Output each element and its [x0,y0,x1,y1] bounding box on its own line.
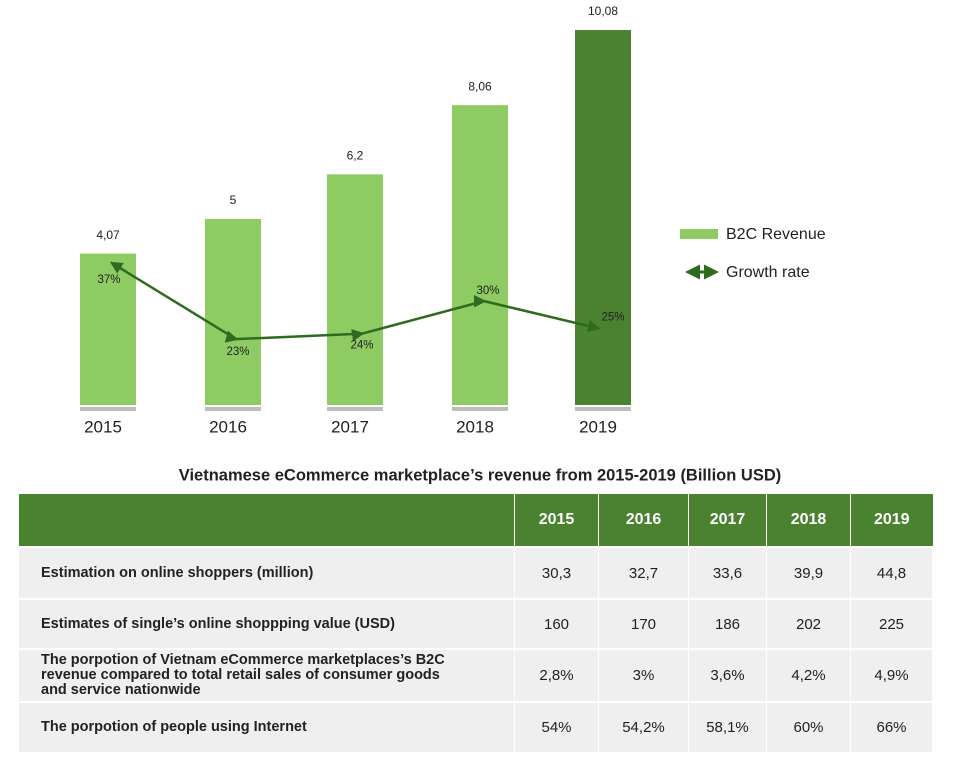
bar [205,219,261,405]
table-cell: 60% [766,701,851,752]
x-tick-label: 2016 [209,417,247,436]
header-blank [18,494,515,547]
chart: Vietnamese eCommerce marketplace’s reven… [80,4,826,484]
bar-base [452,407,508,411]
column-header: 2016 [598,494,689,547]
growth-label: 25% [601,311,624,323]
table-cell: 58,1% [688,701,767,752]
legend-label: B2C Revenue [726,226,826,243]
growth-label: 24% [350,340,373,352]
table-row: Estimation on online shoppers (million) 3… [18,546,933,599]
table-cell: 170 [598,598,689,649]
chart-title: Vietnamese eCommerce marketplace’s reven… [179,466,782,484]
value-label: 8,06 [468,79,492,93]
value-label: 6,2 [347,149,364,163]
table-cell: 54% [514,701,599,752]
table-cell: 66% [850,701,933,752]
value-label: 10,08 [588,4,618,18]
header-row: 2015 2016 2017 2018 2019 [18,494,933,547]
legend-label: Growth rate [726,264,810,281]
growth-label: 30% [476,285,499,297]
row-label: The porpotion of people using Internet [18,701,515,752]
x-tick-label: 2015 [84,417,122,436]
value-label: 5 [230,193,237,207]
table-cell: 33,6 [688,546,767,599]
growth-label: 23% [226,346,249,358]
x-tick-label: 2017 [331,417,369,436]
bar [575,30,631,406]
column-header: 2015 [514,494,599,547]
column-header: 2019 [850,494,933,547]
bar-base [575,407,631,411]
bar-base [327,407,383,411]
bar-base [205,407,261,411]
table-cell: 3% [598,648,689,702]
table-cell: 32,7 [598,546,689,599]
table-cell: 44,8 [850,546,933,599]
bar [327,174,383,405]
table-cell: 54,2% [598,701,689,752]
growth-line [109,261,601,343]
value-label: 4,07 [96,228,120,242]
table-cell: 202 [766,598,851,649]
column-header: 2018 [766,494,851,547]
row-label: Estimates of single’s online shoppping v… [18,598,515,649]
table-cell: 225 [850,598,933,649]
row-label: The porpotion of Vietnam eCommerce marke… [18,648,515,702]
bar-base [80,407,136,411]
table-cell: 30,3 [514,546,599,599]
growth-label: 37% [97,274,120,286]
table-cell: 39,9 [766,546,851,599]
column-header: 2017 [688,494,767,547]
table-cell: 4,9% [850,648,933,702]
table-cell: 4,2% [766,648,851,702]
table-cell: 3,6% [688,648,767,702]
table-cell: 2,8% [514,648,599,702]
x-tick-label: 2019 [579,417,617,436]
table-row: The porpotion of people using Internet 54… [18,701,933,752]
legend-swatch [680,229,718,239]
table-cell: 186 [688,598,767,649]
data-table: 2015 2016 2017 2018 2019 Estimation on onlin… [18,494,933,752]
table-row: The porpotion of Vietnam eCommerce marke… [18,648,933,702]
table-cell: 160 [514,598,599,649]
x-tick-label: 2018 [456,417,494,436]
table-row: Estimates of single’s online shoppping v… [18,598,933,649]
bar [452,105,508,405]
row-label: Estimation on online shoppers (million) [18,546,515,599]
